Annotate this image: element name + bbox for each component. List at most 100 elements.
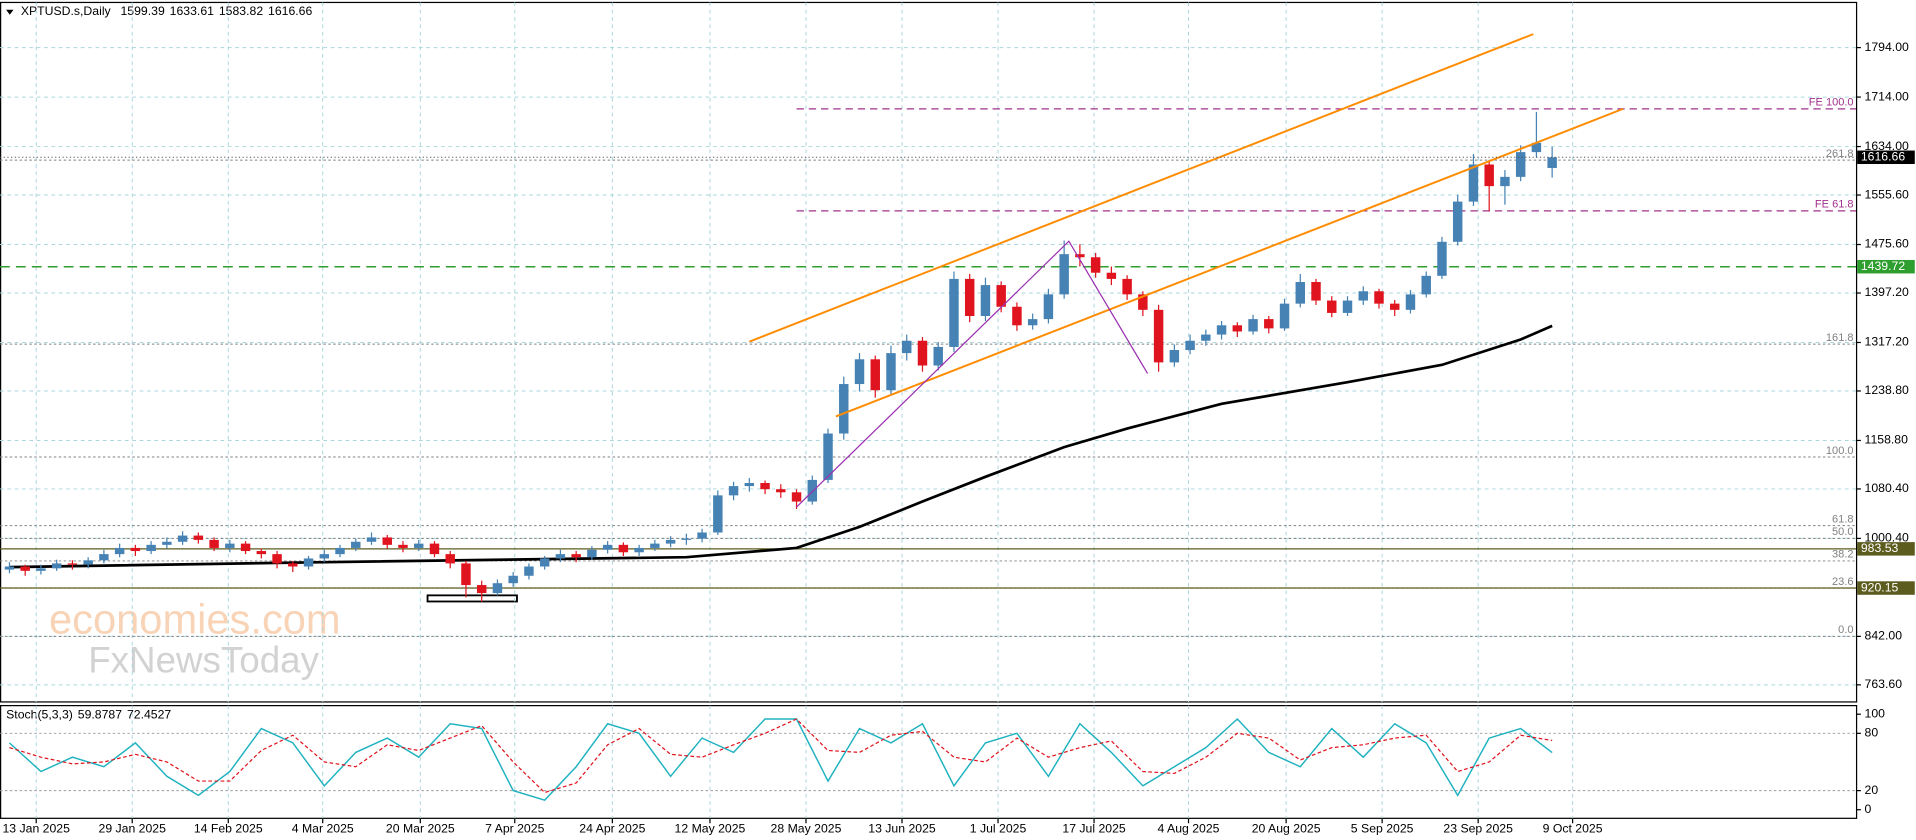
candle-body xyxy=(1342,300,1353,313)
fib-label: 0.0 xyxy=(1838,624,1853,636)
x-tick-label: 12 May 2025 xyxy=(675,822,746,836)
candle-body xyxy=(508,575,518,584)
candle-body xyxy=(1043,294,1054,320)
candle-body xyxy=(256,551,267,555)
level-label: 1439.72 xyxy=(1861,259,1905,273)
candle-body xyxy=(130,547,141,552)
candle-body xyxy=(555,554,566,559)
fib-label: 23.6 xyxy=(1832,576,1853,588)
candle-body xyxy=(429,543,440,555)
high: 1633.61 xyxy=(170,4,214,18)
x-tick-label: 9 Oct 2025 xyxy=(1543,822,1603,836)
candle-body xyxy=(650,543,660,548)
candle-body xyxy=(933,346,943,366)
stoch-tick-label: 20 xyxy=(1865,783,1879,797)
y-tick-label: 1714.00 xyxy=(1865,89,1909,103)
candle-body xyxy=(1216,325,1227,335)
fe-label: FE 61.8 xyxy=(1815,199,1854,211)
candle-body xyxy=(177,535,188,542)
x-tick-label: 13 Jun 2025 xyxy=(868,822,936,836)
stoch-panel xyxy=(0,705,1858,819)
candle-body xyxy=(760,483,770,490)
fe-label: FE 100.0 xyxy=(1809,97,1854,109)
y-tick-label: 1555.60 xyxy=(1865,187,1909,201)
candle-body xyxy=(209,539,219,548)
candle-body xyxy=(807,479,818,502)
watermark: economies.com xyxy=(49,595,341,642)
candle-body xyxy=(1059,254,1069,295)
stoch-name: Stoch(5,3,3) xyxy=(6,708,73,722)
candle-body xyxy=(1484,164,1494,187)
stoch-line xyxy=(8,717,1553,802)
x-tick-label: 5 Sep 2025 xyxy=(1351,822,1414,836)
candle-body xyxy=(67,563,78,565)
candle-body xyxy=(83,560,93,565)
candle-body xyxy=(4,566,15,570)
candle-body xyxy=(917,340,928,366)
candle-body xyxy=(146,544,156,552)
main-panel xyxy=(0,1,1858,703)
price-box xyxy=(1857,150,1915,165)
level-label: 920.15 xyxy=(1861,580,1899,594)
candle-body xyxy=(618,544,629,553)
support-box xyxy=(426,594,518,603)
candle-body xyxy=(1437,241,1447,276)
candle-body xyxy=(524,566,534,576)
candle-body xyxy=(823,433,833,480)
y-tick-label: 1475.60 xyxy=(1865,237,1909,251)
candle-body xyxy=(492,583,503,594)
moving-average xyxy=(9,324,1553,569)
candle-body xyxy=(351,541,361,548)
plot-layer xyxy=(0,2,1856,819)
y-tick-label: 1397.20 xyxy=(1865,285,1909,299)
stoch-tick-label: 80 xyxy=(1865,726,1879,740)
candle-body xyxy=(1090,257,1101,273)
candle-body xyxy=(776,489,786,493)
x-tick-label: 28 May 2025 xyxy=(771,822,842,836)
candle-body xyxy=(272,554,282,564)
level-box xyxy=(1857,259,1915,274)
fib-label: 50.0 xyxy=(1832,526,1853,538)
candle-body xyxy=(1311,281,1321,301)
candle-body xyxy=(20,566,30,571)
candle-body xyxy=(114,547,125,555)
candle-body xyxy=(791,492,802,502)
y-tick-label: 1794.00 xyxy=(1865,40,1909,54)
candle-body xyxy=(398,544,408,548)
candle-body xyxy=(1452,201,1463,242)
candle-body xyxy=(99,554,109,561)
candle-body xyxy=(319,554,330,559)
x-tick-label: 4 Mar 2025 xyxy=(292,822,354,836)
candle-body xyxy=(225,543,235,548)
x-tick-label: 1 Jul 2025 xyxy=(970,822,1027,836)
candle-body xyxy=(1279,303,1290,329)
candle-body xyxy=(602,544,613,550)
y-tick-label: 1080.40 xyxy=(1865,481,1909,495)
level-box xyxy=(1857,581,1915,595)
y-tick-label: 842.00 xyxy=(1865,629,1903,643)
candle-body xyxy=(1547,157,1557,168)
candle-body xyxy=(1232,325,1243,332)
candle-body xyxy=(366,537,377,542)
candle-body xyxy=(1515,152,1526,177)
candle-body xyxy=(1531,142,1542,153)
candle-body xyxy=(854,359,865,385)
candle-body xyxy=(1374,291,1384,304)
fib-label: 261.8 xyxy=(1826,148,1854,160)
menu-arrow xyxy=(6,9,14,15)
candle-body xyxy=(539,558,550,567)
open: 1599.39 xyxy=(120,4,164,18)
candle-body xyxy=(665,539,676,544)
candle-body xyxy=(1264,319,1274,329)
low: 1583.82 xyxy=(219,4,263,18)
level-label: 983.53 xyxy=(1861,541,1899,555)
x-tick-label: 4 Aug 2025 xyxy=(1158,822,1220,836)
candle-body xyxy=(240,543,251,552)
candle-body xyxy=(382,537,392,545)
x-tick-label: 20 Aug 2025 xyxy=(1252,822,1321,836)
y-tick-label: 1238.80 xyxy=(1865,383,1909,397)
candle-body xyxy=(902,340,912,354)
candle-body xyxy=(1295,281,1306,304)
x-tick-label: 24 Apr 2025 xyxy=(579,822,645,836)
